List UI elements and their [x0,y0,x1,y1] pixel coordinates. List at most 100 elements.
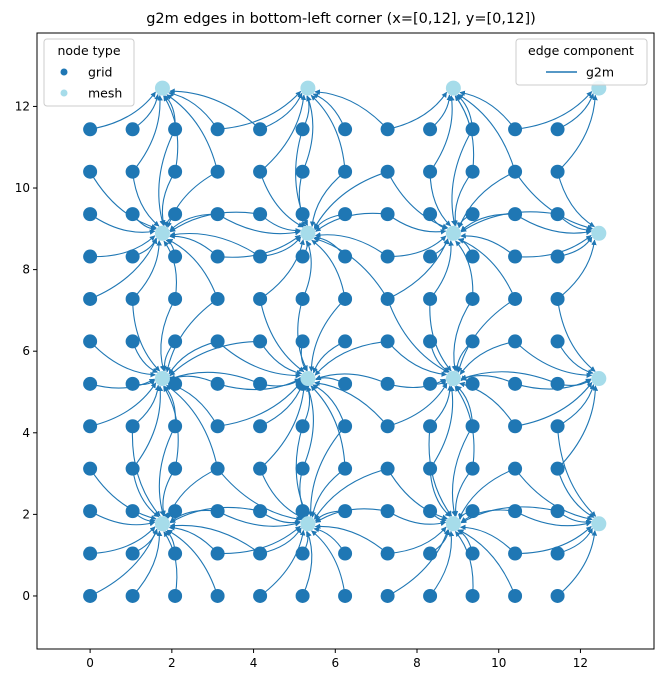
grid-node [423,291,438,306]
legend-edge-component-title: edge component [528,43,634,58]
grid-node [380,461,395,476]
grid-node [210,334,225,349]
g2m-edge [259,529,306,597]
g2m-edge [315,232,388,257]
g2m-edge [89,171,157,230]
grid-node [380,504,395,519]
grid-node [125,291,140,306]
g2m-edge [387,91,448,130]
grid-node [508,419,523,434]
grid-node [338,461,353,476]
grid-node [423,546,438,561]
g2m-edge [217,525,301,555]
g2m-edge [163,531,178,597]
grid-node [508,207,523,222]
g2m-edge [259,94,307,173]
grid-node [550,164,565,179]
g2m-edge [557,385,599,470]
g2m-edge [387,298,449,373]
grid-node [295,461,310,476]
grid-node [508,249,523,264]
mesh-node [445,225,461,241]
grid-node [338,122,353,137]
y-tick-label: 12 [15,99,30,113]
grid-node [83,419,98,434]
x-tick-label: 2 [168,656,176,670]
g2m-edge [557,93,595,130]
grid-node [83,588,98,603]
grid-node [253,546,268,561]
grid-node [423,164,438,179]
g2m-edge [514,382,593,427]
grid-node [125,461,140,476]
chart-title: g2m edges in bottom-left corner (x=[0,12… [146,11,536,27]
grid-node [83,291,98,306]
g2m-edge [557,341,594,375]
grid-node [295,588,310,603]
grid-node [295,249,310,264]
grid-node [168,164,183,179]
g2m-edge [557,384,595,427]
grid-node [295,207,310,222]
grid-node [210,588,225,603]
legend-mesh-marker [60,89,68,97]
mesh-node [154,225,170,241]
grid-node [550,207,565,222]
grid-node [465,376,480,391]
g2m-edge [217,381,302,427]
grid-node [465,291,480,306]
grid-node [423,461,438,476]
x-tick-label: 10 [491,656,506,670]
grid-node [380,419,395,434]
g2m-edge [314,340,388,376]
grid-node [295,164,310,179]
grid-node [338,291,353,306]
y-tick-label: 10 [15,181,30,195]
g2m-edge [302,386,314,469]
grid-node [465,588,480,603]
grid-node [210,164,225,179]
mesh-node [445,516,461,532]
grid-node [253,207,268,222]
grid-node [508,122,523,137]
g2m-edge [429,298,452,372]
g2m-edge [217,510,301,527]
g2m-edge [460,371,558,385]
g2m-edge [457,94,516,172]
grid-node [465,249,480,264]
grid-node [380,588,395,603]
g2m-edge [259,385,307,470]
grid-node [338,334,353,349]
grid-node [83,546,98,561]
g2m-edge [217,213,301,236]
g2m-edge [451,425,474,517]
g2m-edge [458,171,516,229]
g2m-edge [314,468,388,520]
g2m-edge [514,213,592,236]
g2m-edge [387,468,448,520]
grid-node [423,504,438,519]
g2m-edge [132,95,163,173]
g2m-edge [259,92,303,130]
grid-node [550,249,565,264]
g2m-edge [514,468,593,522]
grid-node [125,588,140,603]
grid-node [83,376,98,391]
grid-node [125,207,140,222]
mesh-node [154,80,170,96]
g2m-edge [460,211,558,233]
g2m-edge [514,510,592,527]
grid-node [423,588,438,603]
g2m-edge [456,298,516,373]
grid-node [508,334,523,349]
grid-node [380,291,395,306]
g2m-edge [166,171,218,228]
g2m-edge [302,95,314,172]
g2m-edge [515,91,593,130]
x-tick-label: 6 [331,656,339,670]
y-tick-label: 8 [22,263,30,277]
grid-node [253,334,268,349]
g2m-edge [458,529,516,597]
grid-node [338,504,353,519]
grid-node [210,291,225,306]
